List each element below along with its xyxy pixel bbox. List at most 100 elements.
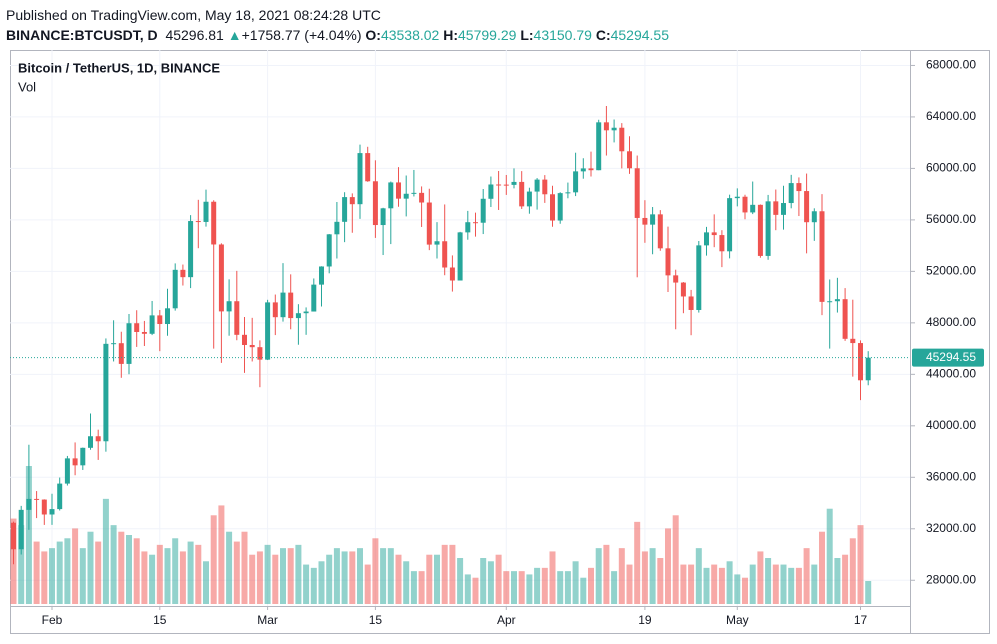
volume-bar (418, 571, 425, 604)
candle-body (657, 214, 663, 249)
volume-bar (187, 541, 194, 604)
volume-bar (49, 548, 55, 604)
volume-bar (803, 548, 810, 604)
volume-bar (272, 554, 279, 604)
candle-body (188, 221, 194, 278)
volume-bar (680, 564, 687, 604)
candle-body (588, 168, 594, 171)
ohlc-key: H: (443, 27, 459, 43)
volume-bar (849, 538, 856, 604)
candle-body (757, 204, 763, 256)
candle-body (496, 184, 502, 186)
candle-body (704, 232, 709, 246)
volume-bar (480, 558, 487, 604)
candle-body (627, 151, 632, 169)
symbol: BINANCE:BTCUSDT, D (6, 27, 158, 43)
x-tick-label: Feb (42, 613, 63, 627)
candle-body (18, 509, 24, 550)
last-price-box (912, 348, 984, 367)
published: Published on TradingView.com, May 18, 20… (6, 7, 381, 23)
candle-body (157, 315, 163, 325)
volume-bar (141, 551, 148, 604)
x-tick-label: 15 (153, 613, 167, 627)
y-tick-label: 40000.00 (926, 418, 976, 432)
volume-bar (318, 561, 325, 604)
candle-body (195, 221, 201, 223)
candle-body (434, 241, 440, 245)
candle-body (319, 266, 324, 285)
volume-bar (672, 515, 679, 604)
candle-body (403, 193, 409, 199)
y-tick-label: 64000.00 (926, 109, 976, 123)
candle-body (342, 197, 348, 222)
candle-body (372, 181, 378, 226)
candle-body (326, 234, 332, 267)
volume-bar (726, 561, 733, 604)
candle-body (426, 202, 432, 245)
candle-body (49, 509, 55, 515)
volume-bar (703, 567, 710, 604)
volume-bar (626, 564, 633, 604)
candle-body (11, 522, 16, 550)
candle-body (850, 338, 856, 344)
volume-bar (372, 538, 379, 604)
candle-body (349, 197, 355, 205)
candle-body (211, 201, 217, 245)
volume-bar (711, 564, 718, 604)
x-tick-label: 15 (369, 613, 383, 627)
candle-body (519, 181, 525, 207)
candle-body (811, 211, 817, 223)
candle-body (64, 458, 70, 484)
x-tick-label: Apr (497, 613, 516, 627)
volume-bar (41, 551, 48, 604)
candle-body (95, 436, 101, 442)
candle-body (149, 315, 155, 334)
volume-bar (811, 564, 818, 604)
candle-body (603, 122, 609, 131)
ohlc-value: 45294.55 (610, 27, 670, 43)
candle-body (673, 275, 679, 283)
header: Published on TradingView.com, May 18, 20… (6, 5, 669, 45)
volume-bar (557, 571, 564, 604)
candle-body (819, 211, 825, 302)
volume-bar (156, 544, 163, 604)
candle-body (557, 193, 563, 221)
candle-body (411, 192, 417, 194)
y-tick-label: 52000.00 (926, 264, 976, 278)
volume-bar (310, 567, 317, 604)
y-tick-label: 28000.00 (926, 572, 976, 586)
volume-bar (295, 544, 302, 604)
candle-body (734, 196, 740, 199)
volume-bar (564, 571, 571, 604)
volume-bar (326, 554, 333, 604)
volume-bar (25, 466, 32, 604)
candle-body (80, 447, 86, 466)
candle-body (542, 179, 548, 195)
ohlc: O:43538.02 H:45799.29 L:43150.79 C:45294… (361, 27, 669, 43)
candle-body (680, 282, 686, 297)
candle-body (781, 203, 786, 215)
volume-bar (203, 561, 209, 604)
candle-body (72, 458, 78, 466)
volume-bar (826, 508, 833, 604)
frame (10, 50, 990, 634)
candle-body (334, 221, 340, 235)
candle-body (727, 198, 733, 252)
volume-bar (503, 571, 510, 604)
volume-bar (133, 538, 140, 604)
candle-body (126, 323, 132, 364)
candle-body (396, 182, 401, 199)
candle-body (858, 343, 863, 381)
candle-body (442, 241, 448, 268)
candle-body (419, 192, 425, 203)
volume-bar (472, 577, 479, 604)
candle-body (573, 171, 579, 193)
volume-bar (72, 528, 79, 604)
volume-bar (264, 544, 271, 604)
volume-bar (333, 548, 340, 604)
volume-bar (772, 564, 779, 604)
candle-body (765, 201, 771, 256)
candle-body (719, 235, 725, 252)
price: 45296.81 (165, 27, 224, 43)
volume-bar (357, 548, 363, 604)
